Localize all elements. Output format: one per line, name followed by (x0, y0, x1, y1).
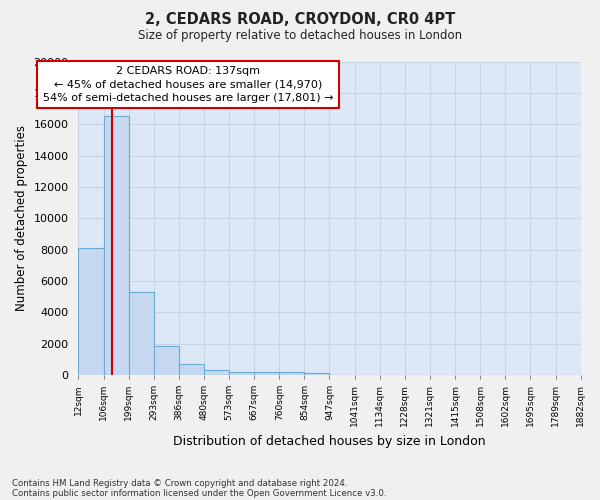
Bar (154, 346, 179, 375)
Text: 2 CEDARS ROAD: 137sqm
← 45% of detached houses are smaller (14,970)
54% of semi-: 2 CEDARS ROAD: 137sqm ← 45% of detached … (43, 66, 333, 102)
Bar (229, 372, 254, 375)
Bar (104, 116, 128, 375)
Text: 2, CEDARS ROAD, CROYDON, CR0 4PT: 2, CEDARS ROAD, CROYDON, CR0 4PT (145, 12, 455, 28)
Bar (304, 372, 329, 375)
Text: Contains public sector information licensed under the Open Government Licence v3: Contains public sector information licen… (12, 488, 386, 498)
Text: Size of property relative to detached houses in London: Size of property relative to detached ho… (138, 29, 462, 42)
X-axis label: Distribution of detached houses by size in London: Distribution of detached houses by size … (173, 434, 486, 448)
Y-axis label: Number of detached properties: Number of detached properties (15, 126, 28, 312)
Bar (128, 292, 154, 375)
Bar (279, 372, 304, 375)
Bar (254, 372, 279, 375)
Bar (79, 248, 104, 375)
Text: Contains HM Land Registry data © Crown copyright and database right 2024.: Contains HM Land Registry data © Crown c… (12, 478, 347, 488)
Bar (204, 370, 229, 375)
Bar (179, 364, 204, 375)
